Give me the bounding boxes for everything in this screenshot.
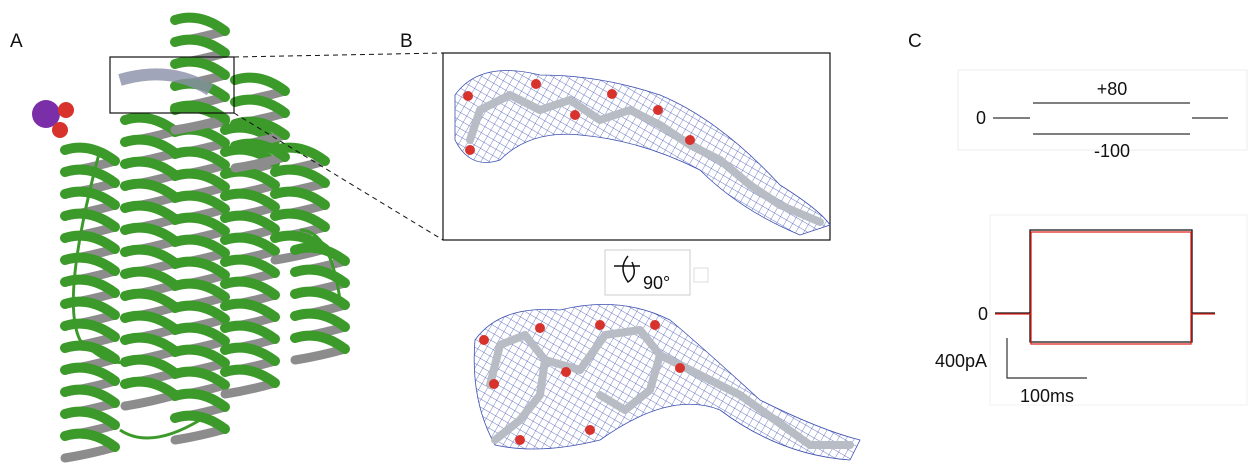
trace-box xyxy=(990,215,1247,405)
voltage-protocol xyxy=(993,103,1228,134)
ligand-small xyxy=(120,74,210,90)
trace-red xyxy=(995,232,1215,344)
panel-label: A xyxy=(10,31,23,52)
oxygen xyxy=(52,122,68,138)
oxygen xyxy=(58,102,74,118)
protocol-baseline: 0 xyxy=(976,108,986,128)
trace-baseline: 0 xyxy=(978,304,988,324)
trace-black xyxy=(995,230,1215,313)
panel-label: B xyxy=(400,31,413,52)
scale-x-label: 100ms xyxy=(1020,386,1074,406)
rotation-label: 90° xyxy=(643,273,670,293)
trace-black xyxy=(1030,313,1192,342)
figure: A B 90° C 0 +80 -100 0 400pA 100ms xyxy=(0,0,1248,468)
protocol-upper: +80 xyxy=(1097,79,1128,99)
panel-label: C xyxy=(908,31,922,52)
scale-y-label: 400pA xyxy=(935,351,987,371)
protocol-lower: -100 xyxy=(1094,141,1130,161)
zoom-line xyxy=(234,53,443,57)
helix xyxy=(175,108,225,429)
box xyxy=(694,268,708,282)
